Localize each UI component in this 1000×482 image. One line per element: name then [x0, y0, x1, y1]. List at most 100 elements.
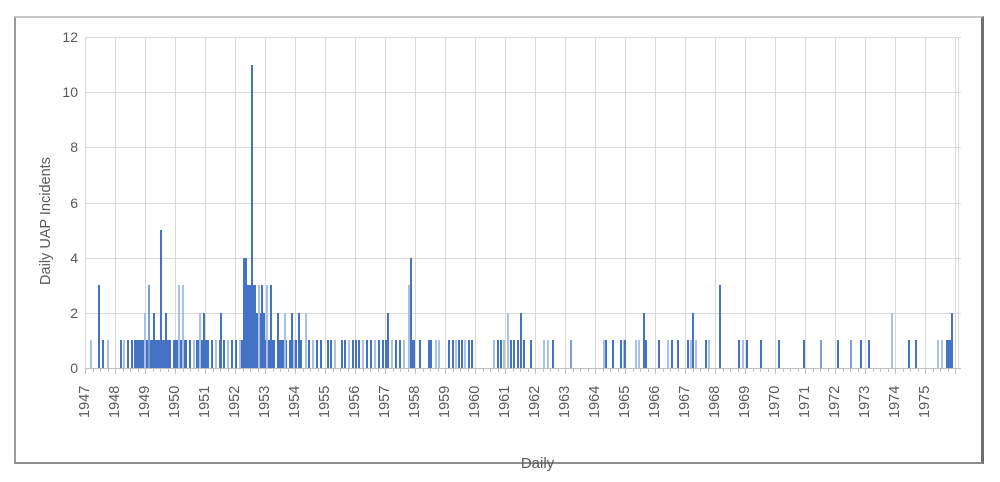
x-minor-tick	[423, 369, 424, 372]
x-minor-tick	[678, 369, 679, 372]
x-tick-label: 1974	[887, 385, 903, 418]
x-tick-label: 1973	[857, 385, 873, 418]
x-minor-tick	[730, 369, 731, 372]
x-minor-tick	[340, 369, 341, 372]
x-tick-label: 1948	[107, 385, 123, 418]
x-major-tick	[595, 369, 596, 374]
bar	[471, 340, 474, 368]
x-minor-tick	[888, 369, 889, 372]
bar	[658, 340, 660, 368]
bar	[334, 340, 336, 368]
y-tick-label: 2	[70, 304, 78, 321]
bar	[430, 340, 432, 368]
x-minor-tick	[513, 369, 514, 372]
x-tick-label: 1957	[377, 385, 393, 418]
x-tick-label: 1968	[707, 385, 723, 418]
bar	[403, 340, 405, 368]
bar	[291, 312, 294, 368]
x-major-tick	[805, 369, 806, 374]
x-tick-label: 1964	[587, 385, 603, 418]
bar	[148, 285, 150, 368]
bar	[366, 340, 369, 368]
bar	[120, 340, 123, 368]
bar	[691, 312, 694, 368]
bar	[850, 340, 852, 368]
x-major-tick	[115, 369, 116, 374]
bar	[891, 312, 894, 368]
x-minor-tick	[603, 369, 604, 372]
x-minor-tick	[408, 369, 409, 372]
x-minor-tick	[220, 369, 221, 372]
bar	[643, 312, 645, 368]
bar	[226, 340, 229, 368]
x-minor-tick	[940, 369, 941, 372]
bar	[708, 340, 711, 368]
x-minor-tick	[708, 369, 709, 372]
bar	[915, 340, 918, 368]
y-axis-title: Daily UAP Incidents	[38, 157, 54, 285]
bar	[382, 340, 384, 368]
bar	[940, 340, 943, 368]
bar	[144, 312, 147, 368]
bar	[391, 340, 393, 368]
bar	[352, 340, 354, 368]
bar	[130, 340, 133, 368]
x-minor-tick	[130, 369, 131, 372]
bar-block	[411, 340, 415, 368]
x-minor-tick	[303, 369, 304, 372]
x-minor-tick	[243, 369, 244, 372]
bar	[510, 340, 513, 368]
bar	[261, 285, 264, 368]
bar	[529, 340, 532, 368]
bar	[127, 340, 129, 368]
x-minor-tick	[813, 369, 814, 372]
x-major-tick	[655, 369, 656, 374]
x-major-tick	[925, 369, 926, 374]
bar	[231, 340, 234, 368]
x-tick-label: 1951	[197, 385, 213, 418]
x-minor-tick	[108, 369, 109, 372]
x-minor-tick	[348, 369, 349, 372]
bar	[90, 340, 93, 368]
bar	[547, 340, 549, 368]
y-tick-label: 10	[62, 84, 78, 101]
x-major-tick	[205, 369, 206, 374]
bar	[451, 340, 454, 368]
x-minor-tick	[790, 369, 791, 372]
x-minor-tick	[820, 369, 821, 372]
x-minor-tick	[138, 369, 139, 372]
bar	[612, 340, 615, 368]
bar	[604, 340, 607, 368]
bar	[502, 340, 505, 368]
bar	[645, 340, 648, 368]
bar	[523, 340, 525, 368]
x-minor-tick	[438, 369, 439, 372]
x-minor-tick	[640, 369, 641, 372]
x-tick-label: 1949	[137, 385, 153, 418]
bar	[238, 340, 241, 368]
bar	[298, 312, 300, 368]
horizontal-gridline	[85, 92, 961, 94]
bar	[603, 340, 606, 368]
bar	[343, 340, 346, 368]
y-tick-label: 0	[70, 360, 78, 376]
x-minor-tick	[783, 369, 784, 372]
bar	[493, 340, 495, 368]
x-tick-label: 1966	[647, 385, 663, 418]
bar	[330, 340, 333, 368]
x-tick-label: 1955	[317, 385, 333, 418]
horizontal-gridline	[85, 312, 961, 314]
x-major-tick	[145, 369, 146, 374]
x-minor-tick	[498, 369, 499, 372]
x-minor-tick	[760, 369, 761, 372]
x-minor-tick	[393, 369, 394, 372]
bar	[295, 340, 297, 368]
bar	[211, 340, 213, 368]
x-minor-tick	[153, 369, 154, 372]
x-major-tick	[775, 369, 776, 374]
x-minor-tick	[880, 369, 881, 372]
bar	[622, 340, 625, 368]
x-tick-label: 1962	[527, 385, 543, 418]
bar	[624, 340, 627, 368]
bar	[619, 340, 622, 368]
